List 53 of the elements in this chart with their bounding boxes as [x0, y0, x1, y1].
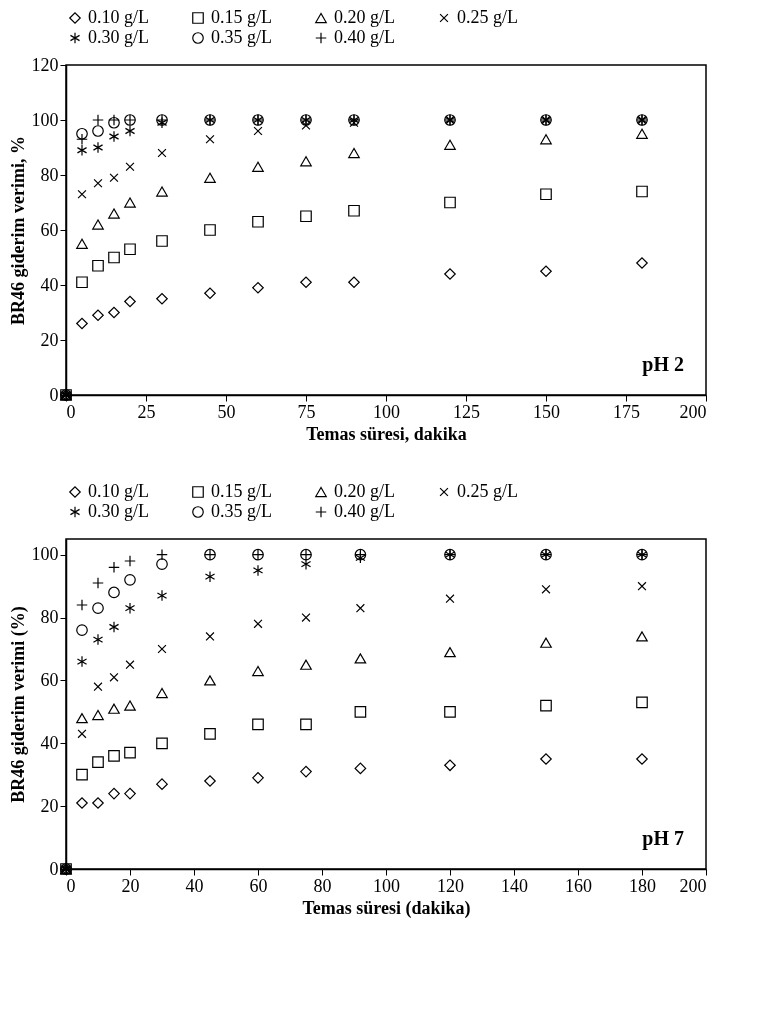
x-tick-label: 200 — [679, 401, 707, 422]
x-tick-label: 125 — [453, 401, 480, 422]
legend-label: 0.35 g/L — [211, 501, 272, 521]
legend-label: 0.20 g/L — [334, 7, 395, 27]
x-tick-label: 175 — [613, 401, 640, 422]
x-tick-label: 140 — [501, 875, 528, 896]
legend-label: 0.40 g/L — [334, 501, 395, 521]
y-tick-label: 40 — [40, 732, 59, 753]
x-tick-label: 25 — [137, 401, 156, 422]
legend-label: 0.10 g/L — [88, 7, 149, 27]
x-tick-label: 160 — [565, 875, 592, 896]
legend-label: 0.25 g/L — [457, 481, 518, 501]
x-tick-label: 0 — [66, 401, 76, 422]
x-tick-label: 200 — [679, 875, 707, 896]
x-tick-label: 120 — [437, 875, 464, 896]
y-tick-label: 0 — [49, 384, 59, 405]
x-tick-label: 60 — [249, 875, 268, 896]
x-tick-label: 80 — [313, 875, 332, 896]
y-tick-label: 60 — [40, 219, 59, 240]
y-tick-label: 80 — [40, 164, 59, 185]
x-tick-label: 150 — [533, 401, 560, 422]
y-tick-label: 40 — [40, 274, 59, 295]
x-tick-label: 180 — [629, 875, 656, 896]
x-tick-label: 40 — [185, 875, 204, 896]
x-axis-title: Temas süresi, dakika — [306, 423, 467, 444]
legend-label: 0.40 g/L — [334, 27, 395, 47]
legend-label: 0.20 g/L — [334, 481, 395, 501]
x-axis-title: Temas süresi (dakika) — [302, 897, 471, 919]
annotation: pH 2 — [642, 353, 684, 376]
x-tick-label: 50 — [217, 401, 236, 422]
legend-label: 0.10 g/L — [88, 481, 149, 501]
y-tick-label: 100 — [31, 109, 59, 130]
y-tick-label: 60 — [40, 669, 59, 690]
x-tick-label: 20 — [121, 875, 140, 896]
y-tick-label: 120 — [31, 54, 59, 75]
legend-label: 0.30 g/L — [88, 501, 149, 521]
y-tick-label: 80 — [40, 607, 59, 628]
x-tick-label: 100 — [373, 875, 400, 896]
y-tick-label: 20 — [40, 795, 59, 816]
y-tick-label: 100 — [31, 544, 59, 565]
y-axis-title: BR46 giderim verimi, % — [7, 136, 28, 325]
legend-label: 0.30 g/L — [88, 27, 149, 47]
legend-label: 0.15 g/L — [211, 481, 272, 501]
legend-label: 0.25 g/L — [457, 7, 518, 27]
annotation: pH 7 — [642, 827, 684, 850]
y-axis-title: BR46 giderim verimi (%) — [7, 606, 29, 803]
x-tick-label: 100 — [373, 401, 400, 422]
x-tick-label: 0 — [66, 875, 76, 896]
legend-label: 0.15 g/L — [211, 7, 272, 27]
y-tick-label: 20 — [40, 329, 59, 350]
x-tick-label: 75 — [297, 401, 316, 422]
legend-label: 0.35 g/L — [211, 27, 272, 47]
y-tick-label: 0 — [49, 858, 59, 879]
